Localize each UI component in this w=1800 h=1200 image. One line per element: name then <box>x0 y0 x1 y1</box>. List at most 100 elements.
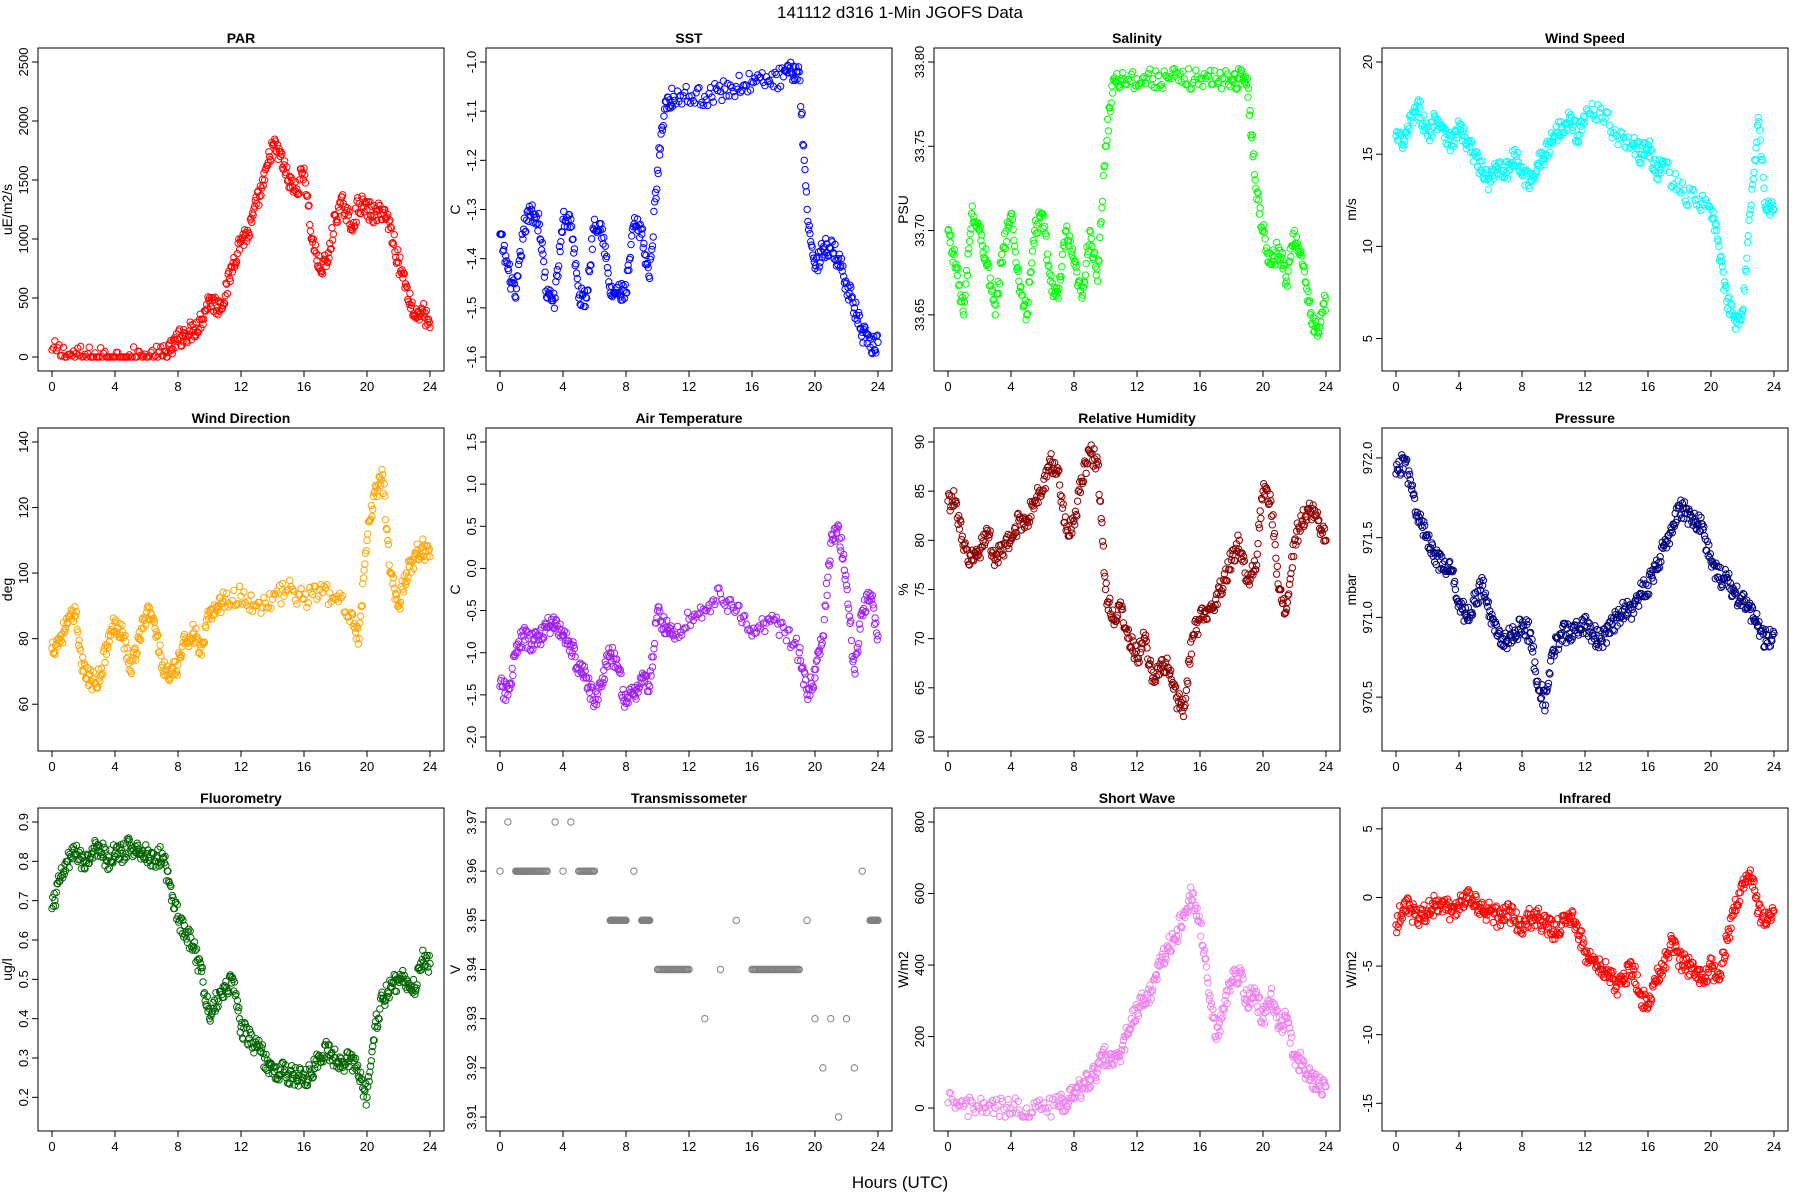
data-point <box>1249 150 1258 158</box>
data-point <box>731 92 739 101</box>
y-tick-label: 5 <box>1360 335 1375 342</box>
data-point <box>508 664 516 673</box>
data-point <box>1040 222 1049 231</box>
data-point <box>621 280 629 289</box>
data-point <box>1016 283 1025 292</box>
data-point <box>607 282 616 291</box>
data-point <box>1164 75 1173 83</box>
data-point <box>109 614 118 622</box>
x-tick-label: 12 <box>1578 379 1592 394</box>
data-point <box>1106 104 1114 112</box>
data-point <box>177 342 186 350</box>
data-point <box>1717 252 1725 261</box>
data-point <box>852 311 861 319</box>
data-point <box>325 254 333 262</box>
x-tick-label: 0 <box>496 379 503 394</box>
y-tick-label: 33.75 <box>912 130 927 163</box>
x-tick-label: 4 <box>111 759 118 774</box>
data-point <box>627 240 635 249</box>
data-point <box>297 165 305 173</box>
y-tick-label: 33.65 <box>912 299 927 332</box>
data-point <box>385 561 393 569</box>
data-point <box>611 288 619 297</box>
data-point <box>285 172 294 180</box>
data-point <box>278 579 287 588</box>
data-point <box>238 237 246 245</box>
data-point <box>94 665 103 673</box>
data-point <box>61 628 69 637</box>
data-point <box>116 619 124 628</box>
data-point <box>230 586 238 594</box>
data-points <box>944 441 1330 721</box>
data-point <box>295 189 303 197</box>
data-point <box>1020 300 1029 308</box>
data-point <box>227 601 235 609</box>
data-point <box>192 624 200 633</box>
data-points <box>1392 451 1778 715</box>
data-point <box>1272 554 1280 562</box>
data-point <box>852 298 860 307</box>
panel-title: Fluorometry <box>200 790 282 806</box>
data-point <box>560 207 568 216</box>
data-point <box>1581 113 1589 122</box>
data-point <box>947 231 955 239</box>
data-point <box>124 353 132 361</box>
x-tick-label: 16 <box>297 759 311 774</box>
x-tick-label: 8 <box>1070 379 1077 394</box>
y-tick-label: 1000 <box>16 225 31 254</box>
data-point <box>1531 658 1539 666</box>
data-point <box>623 288 631 297</box>
x-tick-label: 12 <box>682 759 696 774</box>
data-point <box>536 235 544 243</box>
data-point <box>567 215 575 224</box>
data-point <box>1078 294 1086 302</box>
data-point <box>598 225 607 233</box>
data-point <box>997 259 1005 268</box>
data-point <box>1428 132 1436 140</box>
data-point <box>195 325 203 334</box>
data-point <box>668 84 676 92</box>
y-tick-label: 15 <box>1360 147 1375 161</box>
data-point <box>304 202 312 210</box>
data-point <box>657 130 665 138</box>
data-point <box>1011 248 1019 256</box>
data-point <box>333 218 342 226</box>
data-point <box>305 201 313 210</box>
data-point <box>1192 66 1200 74</box>
data-point <box>1716 253 1725 261</box>
data-point <box>782 636 791 645</box>
data-point <box>652 195 660 203</box>
data-point <box>1013 263 1022 272</box>
data-point <box>738 618 746 627</box>
y-tick-label: 100 <box>16 562 31 584</box>
data-point <box>808 243 816 251</box>
data-point <box>235 246 244 254</box>
data-point <box>505 260 514 268</box>
x-tick-label: 8 <box>174 379 181 394</box>
data-point <box>1701 195 1709 204</box>
data-point <box>1043 250 1052 258</box>
x-tick-label: 8 <box>622 379 629 394</box>
y-axis-label: C <box>447 584 463 594</box>
data-point <box>961 291 969 299</box>
data-point <box>595 227 603 235</box>
data-point <box>1255 196 1263 204</box>
data-point <box>842 279 851 287</box>
data-point <box>109 628 117 636</box>
data-point <box>640 239 648 248</box>
data-point <box>1743 238 1752 247</box>
data-point <box>1540 160 1548 169</box>
data-point <box>424 315 433 323</box>
data-point <box>858 867 866 875</box>
data-point <box>1745 210 1754 218</box>
data-point <box>1311 317 1319 325</box>
data-point <box>640 250 649 259</box>
data-point <box>1052 292 1060 300</box>
data-point <box>850 304 859 312</box>
data-point <box>387 224 396 232</box>
data-point <box>1060 243 1069 251</box>
data-point <box>1033 228 1042 237</box>
x-tick-label: 0 <box>48 379 55 394</box>
